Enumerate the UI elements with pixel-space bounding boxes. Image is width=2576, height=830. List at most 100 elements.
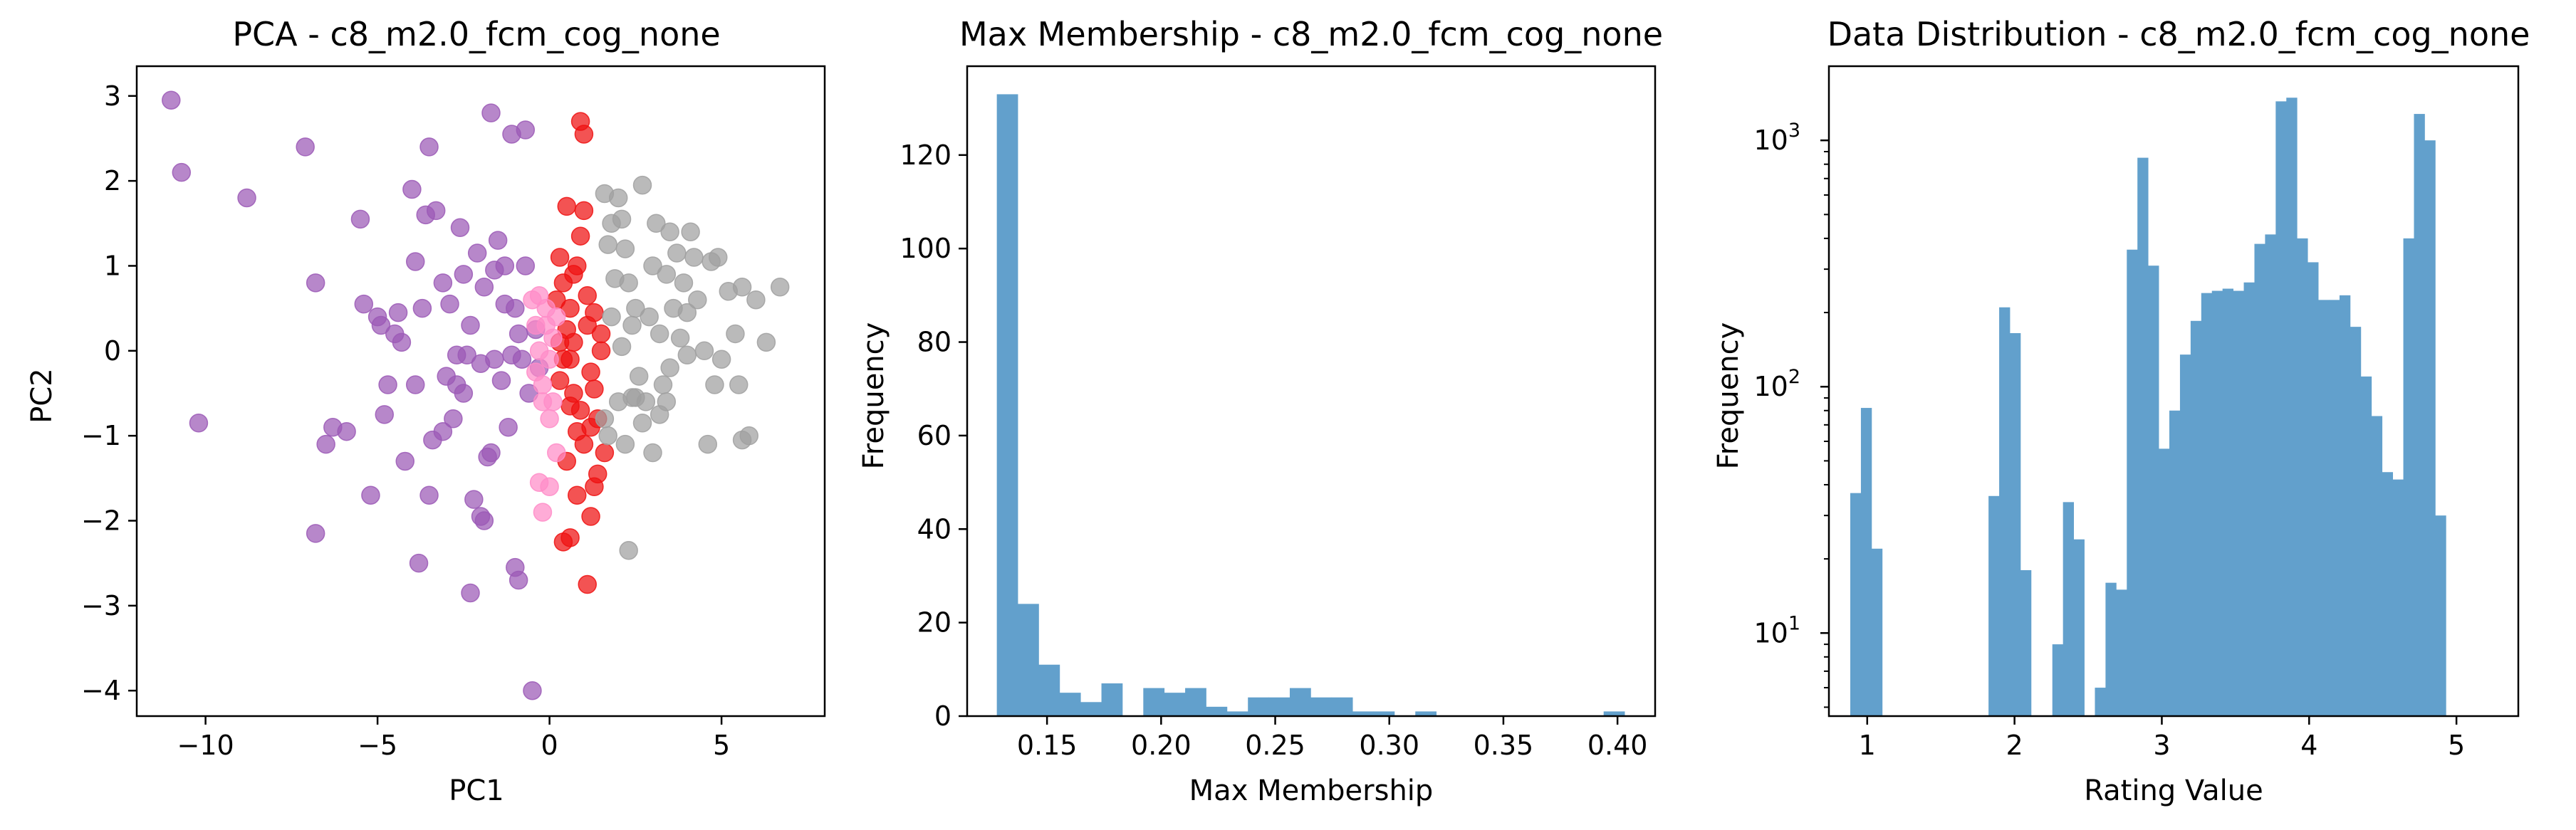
scatter-point (608, 392, 628, 411)
membership-x-tick-label: 0.15 (1017, 730, 1078, 761)
distribution-y-tick-label: 102 (1753, 366, 1800, 402)
distribution-y-tick-label: 103 (1753, 120, 1800, 156)
pca-x-tick-label: −10 (177, 730, 234, 761)
histogram-bar (1164, 693, 1186, 716)
scatter-point (647, 214, 666, 233)
histogram-bar (2339, 295, 2351, 717)
histogram-bar (2179, 354, 2191, 716)
scatter-point (474, 278, 494, 297)
scatter-point (640, 307, 659, 327)
histogram-bar (2211, 290, 2223, 717)
scatter-point (395, 451, 414, 471)
scatter-point (677, 345, 697, 365)
membership-plot-frame (966, 65, 1657, 718)
scatter-point (667, 243, 687, 263)
membership-y-tick-label: 0 (934, 700, 951, 732)
scatter-point (574, 125, 594, 144)
scatter-point (598, 235, 617, 254)
scatter-point (433, 273, 453, 293)
scatter-point (588, 464, 608, 484)
scatter-point (440, 294, 459, 314)
histogram-bar (2382, 472, 2394, 716)
scatter-point (454, 265, 474, 284)
scatter-point (306, 524, 325, 543)
scatter-point (578, 285, 597, 305)
scatter-point (632, 175, 652, 195)
scatter-point (612, 209, 632, 229)
distribution-histogram-panel: Data Distribution - c8_m2.0_fcm_cog_none… (1712, 15, 2530, 807)
histogram-bar (1268, 697, 1290, 716)
scatter-point (729, 375, 749, 394)
scatter-point (684, 248, 704, 267)
histogram-bar (2095, 688, 2106, 716)
scatter-point (516, 256, 536, 275)
membership-y-tick-label: 100 (899, 233, 951, 264)
scatter-point (746, 290, 766, 310)
scatter-point (598, 426, 617, 446)
histogram-bar (2020, 569, 2032, 716)
scatter-point (643, 443, 662, 463)
distribution-plot-frame (1827, 65, 2520, 718)
scatter-point (578, 574, 597, 594)
histogram-bar (1850, 493, 1862, 716)
histogram-bar (2435, 515, 2446, 716)
membership-y-axis-label: Frequency (857, 322, 890, 470)
histogram-bar (2414, 114, 2425, 717)
histogram-bar (2424, 140, 2436, 717)
scatter-point (471, 507, 491, 526)
scatter-point (608, 188, 628, 208)
scatter-point (629, 367, 649, 386)
histogram-bar (2371, 416, 2383, 716)
pca-y-tick-label: 2 (104, 165, 121, 196)
histogram-bar (2127, 249, 2138, 716)
scatter-point (711, 350, 731, 369)
histogram-bar (2190, 320, 2202, 716)
histogram-bar (2318, 300, 2330, 716)
histogram-bar (1988, 495, 2000, 716)
scatter-point (653, 375, 673, 394)
scatter-point (450, 218, 470, 238)
scatter-point (444, 409, 463, 429)
scatter-point (540, 477, 559, 497)
scatter-point (447, 375, 466, 394)
scatter-point (550, 248, 570, 267)
scatter-point (419, 137, 439, 157)
scatter-point (485, 350, 504, 369)
histogram-bar (1226, 711, 1248, 716)
distribution-x-tick-label: 5 (2448, 730, 2465, 761)
scatter-point (681, 222, 700, 241)
histogram-bar (2403, 238, 2414, 716)
scatter-point (461, 583, 480, 603)
scatter-point (595, 409, 615, 429)
scatter-point (615, 434, 635, 454)
scatter-point (172, 162, 192, 182)
scatter-point (550, 371, 570, 390)
pca-x-tick-label: 5 (713, 730, 730, 761)
scatter-point (615, 239, 635, 258)
scatter-point (296, 137, 315, 157)
distribution-x-tick-label: 1 (1859, 730, 1876, 761)
pca-y-tick-label: 1 (104, 250, 121, 281)
pca-y-tick-label: 3 (104, 80, 121, 112)
membership-x-axis-label: Max Membership (1189, 774, 1434, 807)
scatter-point (419, 485, 439, 505)
membership-histogram-panel: Max Membership - c8_m2.0_fcm_cog_none Ma… (857, 15, 1663, 807)
scatter-point (650, 324, 669, 344)
histogram-bar (2148, 266, 2159, 716)
scatter-point (657, 265, 677, 284)
scatter-point (405, 375, 425, 394)
scatter-point (595, 443, 615, 463)
scatter-point (756, 332, 776, 352)
histogram-bar (2254, 243, 2265, 717)
scatter-point (350, 209, 370, 229)
histogram-bar (2116, 589, 2127, 716)
distribution-x-tick-label: 2 (2006, 730, 2023, 761)
histogram-bar (2350, 327, 2362, 716)
histogram-bar (2265, 234, 2276, 716)
histogram-bar (2052, 644, 2064, 716)
membership-y-tick-label: 40 (917, 513, 951, 545)
scatter-point (506, 298, 525, 318)
scatter-point (491, 371, 511, 390)
scatter-point (189, 414, 209, 433)
